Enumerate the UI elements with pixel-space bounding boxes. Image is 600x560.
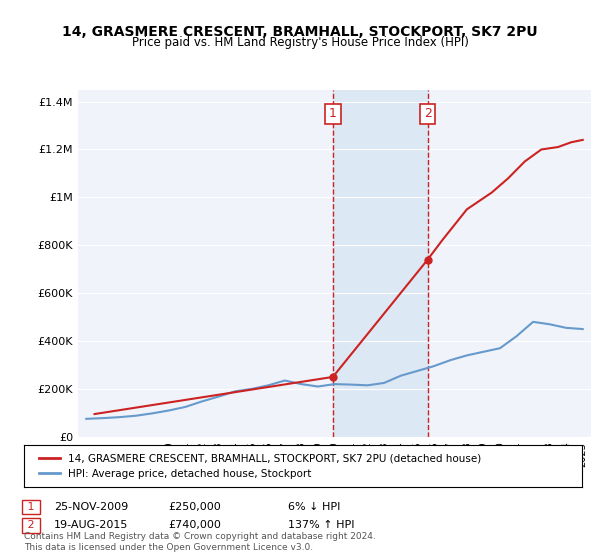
Text: 137% ↑ HPI: 137% ↑ HPI: [288, 520, 355, 530]
Text: Price paid vs. HM Land Registry's House Price Index (HPI): Price paid vs. HM Land Registry's House …: [131, 36, 469, 49]
Text: Contains HM Land Registry data © Crown copyright and database right 2024.
This d: Contains HM Land Registry data © Crown c…: [24, 532, 376, 552]
Text: £740,000: £740,000: [168, 520, 221, 530]
Text: 25-NOV-2009: 25-NOV-2009: [54, 502, 128, 512]
Text: 2: 2: [24, 520, 38, 530]
Text: 19-AUG-2015: 19-AUG-2015: [54, 520, 128, 530]
Text: 1: 1: [24, 502, 38, 512]
Text: £250,000: £250,000: [168, 502, 221, 512]
Text: 1: 1: [329, 108, 337, 120]
Bar: [333, 90, 428, 437]
Text: 6% ↓ HPI: 6% ↓ HPI: [288, 502, 340, 512]
Legend: 14, GRASMERE CRESCENT, BRAMHALL, STOCKPORT, SK7 2PU (detached house), HPI: Avera: 14, GRASMERE CRESCENT, BRAMHALL, STOCKPO…: [35, 450, 485, 483]
Text: 14, GRASMERE CRESCENT, BRAMHALL, STOCKPORT, SK7 2PU: 14, GRASMERE CRESCENT, BRAMHALL, STOCKPO…: [62, 25, 538, 39]
Text: 2: 2: [424, 108, 431, 120]
